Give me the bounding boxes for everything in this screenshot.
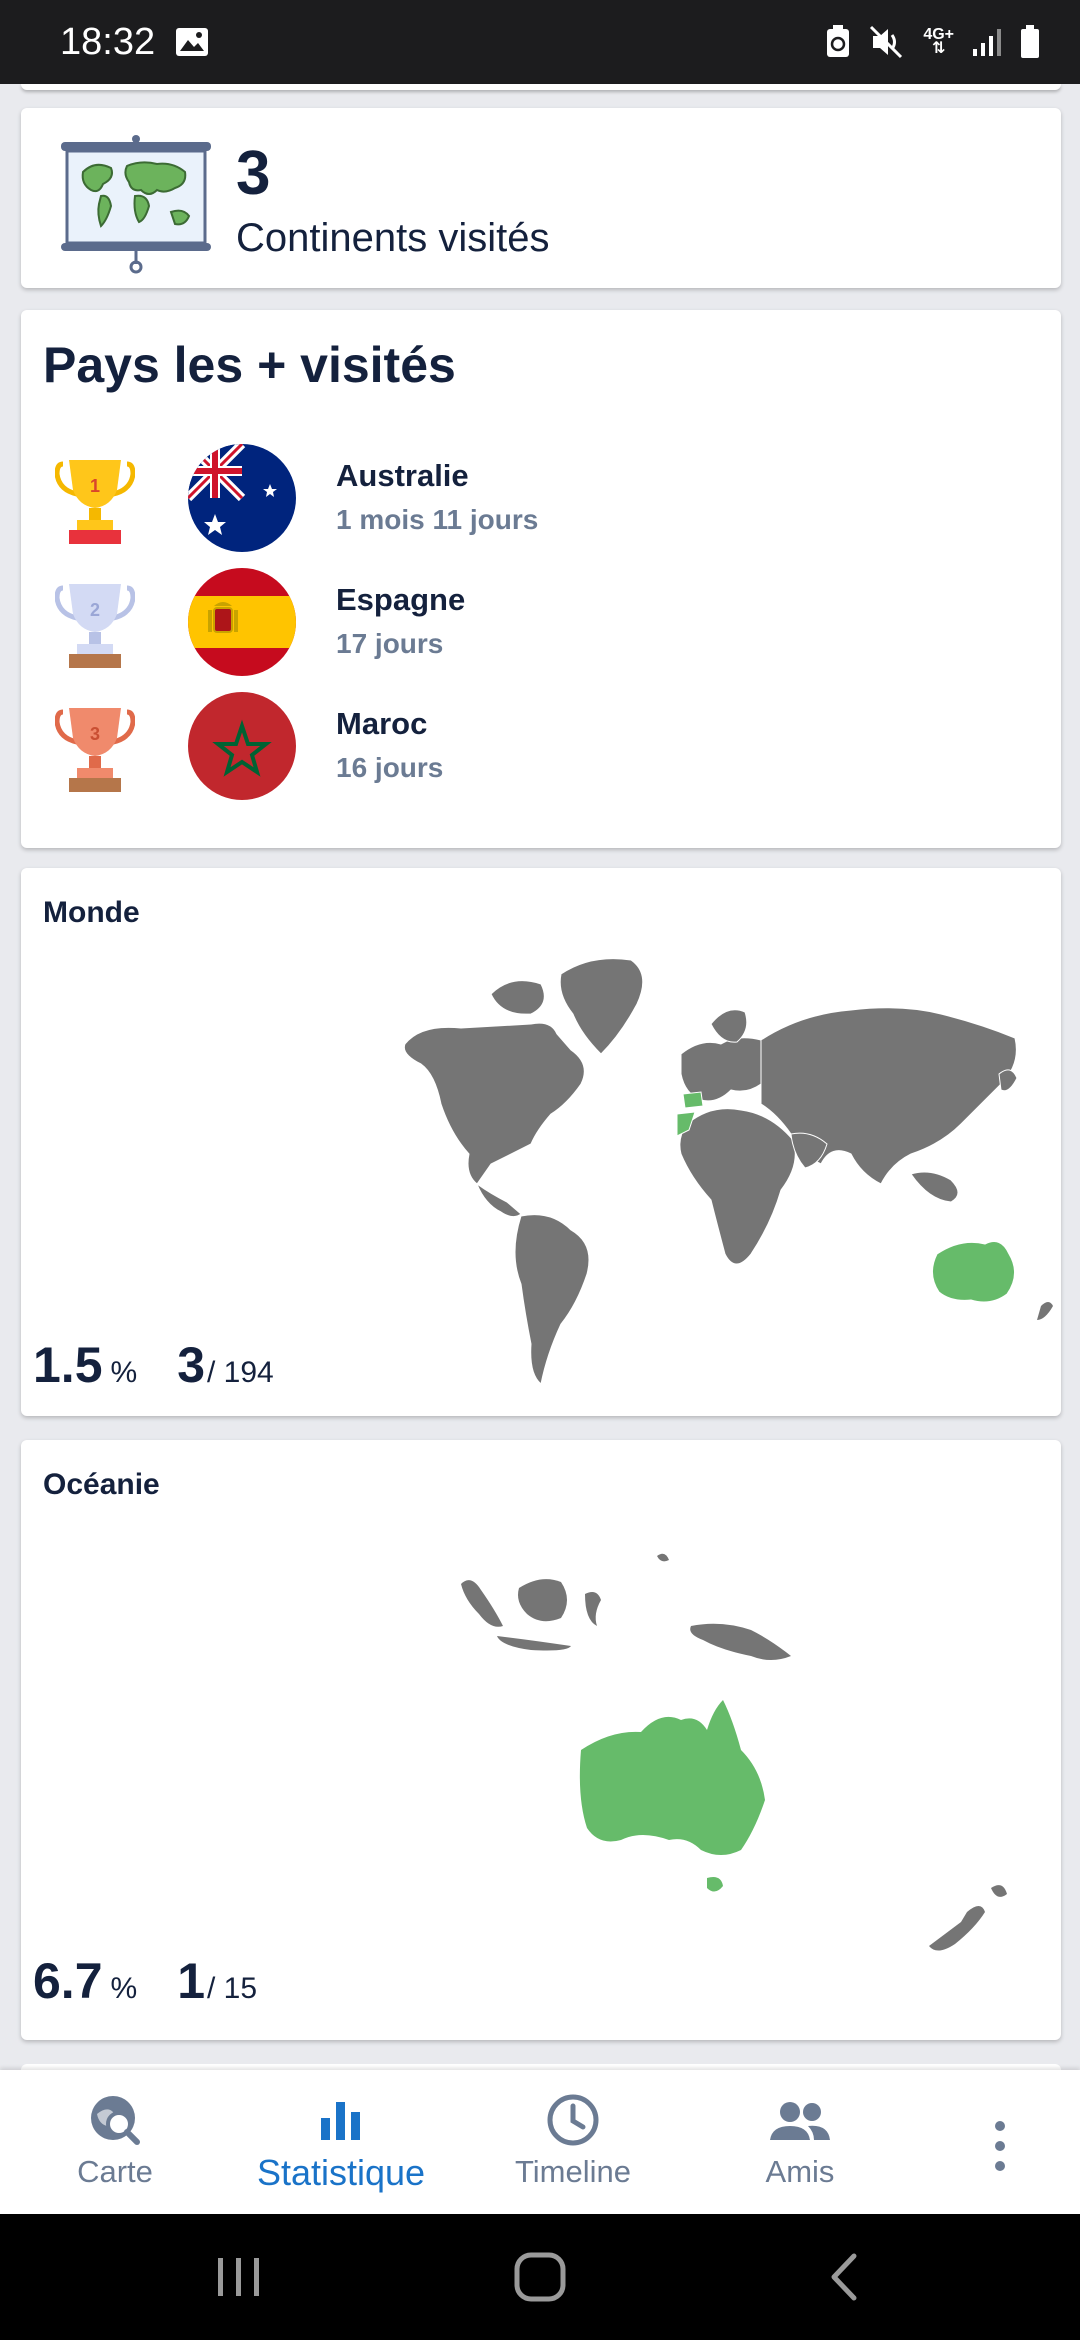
bottom-tab-bar: Carte Statistique Timeline Amis [0,2070,1080,2214]
map-small-island [657,1553,669,1562]
map-indonesia-west [461,1580,503,1627]
list-item[interactable]: 1 Australie 1 mois 11 jours [21,444,1061,556]
map-arctic-islands [490,980,545,1015]
map-southeast-asia [910,1171,959,1203]
tab-label: Statistique [256,2152,426,2193]
world-title: Monde [43,896,140,929]
signal-icon [973,29,1001,56]
country-duration: 17 jours [336,628,444,659]
country-name: Maroc [336,706,428,741]
back-icon[interactable] [824,2250,864,2304]
oceania-visited-count: 1 [177,1953,206,2009]
oceania-title: Océanie [43,1468,160,1501]
map-australia-visited [579,1700,765,1855]
battery-icon [1021,25,1039,58]
people-icon [770,2102,830,2140]
tab-label: Amis [765,2154,835,2189]
map-greenland [559,958,644,1055]
map-new-zealand [929,1906,985,1951]
rank-number: 2 [90,600,100,620]
world-total-count: / 194 [207,1356,274,1389]
network-label: 4G+ [923,26,954,43]
list-item[interactable]: 2 Espagne 17 jours [21,568,1061,680]
oceania-percent: 6.7 [33,1953,103,2009]
home-icon[interactable] [512,2250,568,2304]
world-percent: 1.5 [33,1337,103,1393]
image-notification-icon [176,28,209,56]
tab-statistique[interactable]: Statistique [236,2070,446,2214]
world-card[interactable]: Monde [21,868,1061,1416]
continents-label: Continents visités [236,216,550,260]
map-africa [679,1108,796,1265]
world-visited-count: 3 [177,1337,206,1393]
silver-trophy-icon: 2 [55,584,135,668]
map-europe [680,1037,762,1102]
status-time: 18:32 [60,20,156,63]
status-bar: 18:32 4G+ ⇅ [0,0,1080,84]
oceania-total-count: / 15 [207,1972,258,2005]
previous-card-edge [21,84,1061,90]
country-name: Espagne [336,582,466,617]
map-java [497,1636,571,1651]
rank-number: 3 [90,724,100,744]
mute-icon [870,25,903,59]
map-arabia [790,1132,828,1169]
continents-count: 3 [236,139,271,208]
tab-label: Timeline [515,2154,631,2189]
map-south-america [514,1214,590,1385]
tab-carte[interactable]: Carte [50,2070,180,2214]
map-new-zealand-north [991,1885,1007,1897]
world-map-board-icon [61,135,211,274]
battery-saver-icon [827,25,850,57]
tab-label: Carte [77,2154,153,2189]
map-scandinavia [710,1009,748,1043]
map-search-icon [91,2096,140,2145]
recent-apps-icon[interactable] [214,2250,264,2304]
oceania-stats: 6.7 % 1 / 15 [33,1952,257,2010]
spain-flag-icon [188,568,296,676]
world-map[interactable] [381,954,1061,1394]
rank-number: 1 [90,476,100,496]
data-arrows-icon: ⇅ [931,40,946,57]
map-new-guinea [690,1623,791,1660]
network-indicator: 4G+ ⇅ [923,26,954,57]
map-borneo [518,1579,567,1622]
clock-icon [547,2094,599,2146]
oceania-card[interactable]: Océanie 6.7 % 1 / 15 [21,1440,1061,2040]
tab-timeline[interactable]: Timeline [498,2070,648,2214]
map-north-america [403,1022,585,1185]
oceania-percent-unit: % [110,1972,138,2005]
country-duration: 1 mois 11 jours [336,504,539,535]
map-sulawesi [585,1592,601,1626]
country-name: Australie [336,458,469,493]
map-japan [998,1069,1018,1092]
world-percent-unit: % [110,1356,138,1389]
list-item[interactable]: 3 Maroc 16 jours [21,692,1061,804]
oceania-map[interactable] [451,1530,1041,2000]
australia-flag-icon [188,444,296,552]
tab-amis[interactable]: Amis [740,2070,860,2214]
map-morocco-visited [676,1111,696,1137]
world-stats: 1.5 % 3 / 194 [33,1336,274,1394]
map-tasmania-visited [707,1877,723,1892]
system-navigation-bar [0,2214,1080,2340]
continents-card: 3 Continents visités [21,108,1061,288]
more-vert-icon[interactable] [980,2116,1020,2176]
map-australia-visited [932,1241,1015,1303]
bar-chart-icon [321,2102,360,2140]
top-countries-card: Pays les + visités 1 [21,310,1061,848]
map-new-zealand [1037,1302,1053,1320]
country-duration: 16 jours [336,752,444,783]
map-spain-visited [682,1091,704,1109]
map-central-america [475,1182,522,1218]
map-asia [760,1007,1017,1185]
top-countries-title: Pays les + visités [43,337,456,393]
bronze-trophy-icon: 3 [55,708,135,792]
morocco-flag-icon [188,692,296,800]
gold-trophy-icon: 1 [55,460,135,544]
